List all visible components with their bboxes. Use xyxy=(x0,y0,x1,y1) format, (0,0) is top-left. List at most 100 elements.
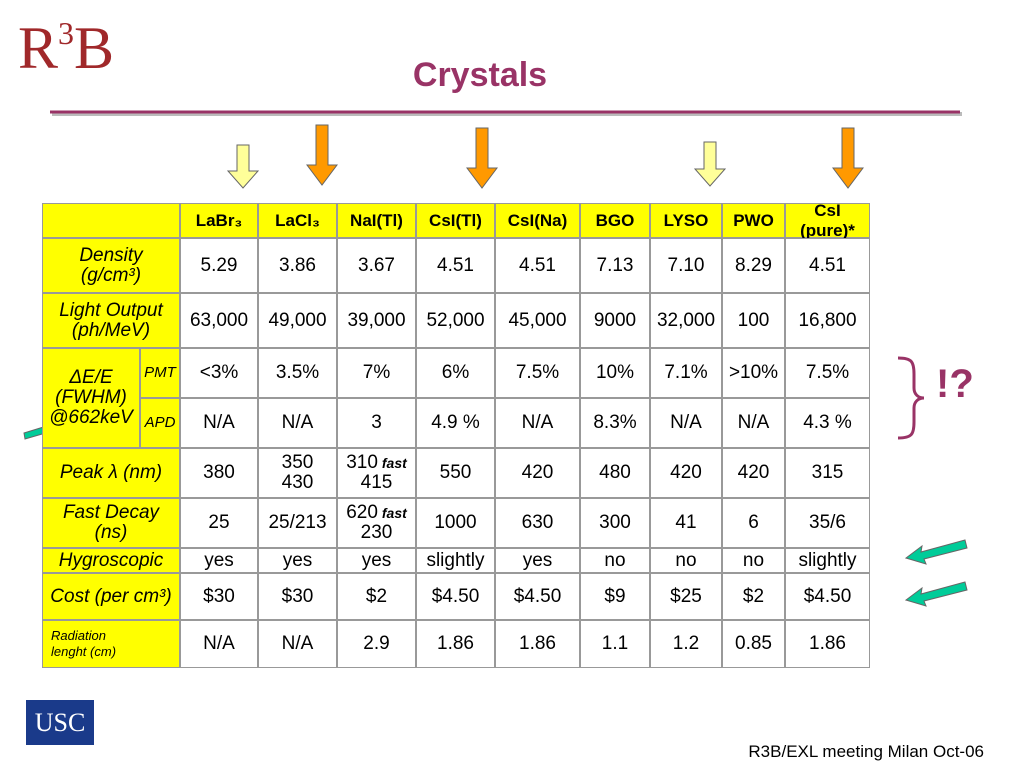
cell-value: 310 xyxy=(346,452,378,473)
row-label: Cost (per cm³) xyxy=(42,573,180,620)
table-cell: 3.86 xyxy=(258,238,337,293)
table-cell: 7.5% xyxy=(785,348,870,398)
table-cell: 4.51 xyxy=(785,238,870,293)
column-header: LaCl₃ xyxy=(258,203,337,238)
table-cell: 52,000 xyxy=(416,293,495,348)
green-arrow xyxy=(904,581,968,607)
table-cell: 5.29 xyxy=(180,238,258,293)
table-cell: 10% xyxy=(580,348,650,398)
orange-arrow xyxy=(306,124,338,186)
cell-line: 430 xyxy=(281,472,314,493)
row-label-line: Hygroscopic xyxy=(58,549,164,571)
table-cell: no xyxy=(580,548,650,573)
column-header: NaI(Tl) xyxy=(337,203,416,238)
table-cell: 25 xyxy=(180,498,258,548)
table-cell: 63,000 xyxy=(180,293,258,348)
row-label-line: Peak λ (nm) xyxy=(59,462,163,483)
table-cell: 1.86 xyxy=(416,620,495,668)
cell-line: 415 xyxy=(360,472,393,493)
green-arrow xyxy=(904,539,968,565)
orange-arrow xyxy=(466,127,498,189)
column-header: PWO xyxy=(722,203,785,238)
table-cell: 7% xyxy=(337,348,416,398)
table-cell: <3% xyxy=(180,348,258,398)
table-cell: yes xyxy=(495,548,580,573)
row-sublabel: PMT xyxy=(140,348,180,398)
table-cell: 380 xyxy=(180,448,258,498)
column-header: CsI(Na) xyxy=(495,203,580,238)
table-cell: 3 xyxy=(337,398,416,448)
table-cell: $4.50 xyxy=(785,573,870,620)
table-cell: 4.51 xyxy=(495,238,580,293)
table-cell: 315 xyxy=(785,448,870,498)
brace xyxy=(897,356,925,440)
table-cell: no xyxy=(722,548,785,573)
table-cell: 480 xyxy=(580,448,650,498)
table-cell: 550 xyxy=(416,448,495,498)
usc-logo: USC xyxy=(26,700,94,745)
table-cell: 16,800 xyxy=(785,293,870,348)
table-cell: 6% xyxy=(416,348,495,398)
table-cell: 49,000 xyxy=(258,293,337,348)
cell-line: 620 fast xyxy=(346,503,407,523)
table-cell: 7.13 xyxy=(580,238,650,293)
table-cell: 41 xyxy=(650,498,722,548)
row-label-line: (ph/MeV) xyxy=(71,319,151,341)
table-cell: 0.85 xyxy=(722,620,785,668)
orange-arrow xyxy=(832,127,864,189)
logo-part: 3 xyxy=(58,15,75,51)
table-cell: 39,000 xyxy=(337,293,416,348)
cell-line: 350 xyxy=(281,452,314,473)
cell-line: 230 xyxy=(360,522,393,543)
table-cell: 310 fast 415 xyxy=(337,448,416,498)
table-cell: $9 xyxy=(580,573,650,620)
row-label-line: Density xyxy=(79,244,143,266)
row-label: Density (g/cm³) xyxy=(42,238,180,293)
cell-value: 620 xyxy=(346,502,378,523)
table-cell: 1000 xyxy=(416,498,495,548)
slide-title: Crystals xyxy=(412,56,548,94)
table-cell: 100 xyxy=(722,293,785,348)
yellow-arrow xyxy=(226,144,260,189)
table-cell: N/A xyxy=(258,620,337,668)
table-cell: N/A xyxy=(180,398,258,448)
cell-line: 310 fast xyxy=(346,453,407,473)
table-cell: N/A xyxy=(722,398,785,448)
row-label-line: Cost (per cm³) xyxy=(50,585,172,607)
column-header: CsI(Tl) xyxy=(416,203,495,238)
row-label: Hygroscopic xyxy=(42,548,180,573)
footer-note: R3B/EXL meeting Milan Oct-06 xyxy=(748,742,984,761)
table-cell: yes xyxy=(180,548,258,573)
row-label-line: ΔE/E xyxy=(69,367,113,388)
column-header: CsI (pure)* xyxy=(785,201,870,240)
table-cell: 1.86 xyxy=(495,620,580,668)
table-cell: 8.3% xyxy=(580,398,650,448)
table-cell: $4.50 xyxy=(495,573,580,620)
table-cell: N/A xyxy=(258,398,337,448)
row-label-line: Radiation xyxy=(51,628,106,643)
table-cell: yes xyxy=(337,548,416,573)
row-label-line: @662keV xyxy=(49,407,133,428)
column-header: BGO xyxy=(580,203,650,238)
table-cell: $4.50 xyxy=(416,573,495,620)
table-cell: 620 fast 230 xyxy=(337,498,416,548)
table-cell: N/A xyxy=(650,398,722,448)
row-label: Peak λ (nm) xyxy=(42,448,180,498)
table-cell: 630 xyxy=(495,498,580,548)
table-cell: 420 xyxy=(650,448,722,498)
row-label-line: (ns) xyxy=(94,522,128,543)
table-cell: 35/6 xyxy=(785,498,870,548)
row-sublabel: APD xyxy=(140,398,180,448)
table-cell: 4.51 xyxy=(416,238,495,293)
table-cell: 1.86 xyxy=(785,620,870,668)
row-label: Light Output (ph/MeV) xyxy=(42,293,180,348)
row-label-line: lenght (cm) xyxy=(51,644,117,659)
table-cell: 1.1 xyxy=(580,620,650,668)
row-label-line: (g/cm³) xyxy=(80,264,142,286)
table-cell: slightly xyxy=(785,548,870,573)
table-cell: 350 430 xyxy=(258,448,337,498)
table-cell: slightly xyxy=(416,548,495,573)
table-cell: 420 xyxy=(495,448,580,498)
table-cell: $25 xyxy=(650,573,722,620)
